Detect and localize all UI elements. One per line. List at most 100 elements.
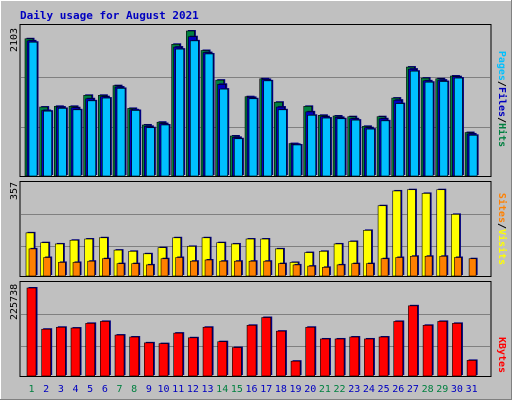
bar-sites-day-27 — [410, 255, 418, 277]
legend-kbytes-group: KBytes — [496, 337, 507, 373]
x-tick-label-day-17: 17 — [260, 384, 272, 395]
bar-sites-day-4 — [72, 262, 81, 277]
bar-kbytes-day-6 — [100, 321, 110, 377]
x-tick-label-day-25: 25 — [378, 384, 390, 395]
bar-pages-day-17 — [263, 80, 273, 177]
x-tick-label-day-8: 8 — [131, 384, 137, 395]
legend-separator: / — [496, 223, 507, 229]
x-tick-label-day-13: 13 — [202, 384, 214, 395]
bar-pages-day-9 — [146, 127, 155, 177]
bar-pages-day-29 — [439, 81, 449, 177]
bar-pages-day-31 — [468, 135, 478, 177]
kbytes-axis-max-label: 225738 — [9, 284, 20, 320]
x-tick-label-day-29: 29 — [436, 384, 448, 395]
bar-sites-day-10 — [160, 258, 169, 277]
bar-kbytes-day-10 — [158, 343, 169, 377]
bar-sites-day-24 — [366, 263, 374, 277]
bar-kbytes-day-26 — [393, 321, 404, 377]
x-tick-label-day-27: 27 — [407, 384, 419, 395]
x-tick-label-day-24: 24 — [363, 384, 375, 395]
bar-sites-day-19 — [292, 264, 301, 277]
bar-pages-day-23 — [351, 119, 361, 177]
bar-kbytes-day-24 — [364, 338, 374, 377]
bar-sites-day-18 — [278, 263, 286, 277]
x-tick-label-day-3: 3 — [58, 384, 64, 395]
bar-kbytes-day-31 — [466, 360, 477, 377]
x-tick-label-day-28: 28 — [422, 384, 434, 395]
bar-pages-day-27 — [410, 70, 419, 177]
bar-sites-day-28 — [424, 255, 433, 277]
chart-title: Daily usage for August 2021 — [20, 9, 199, 22]
bar-pages-day-24 — [366, 128, 375, 177]
bar-pages-day-12 — [190, 40, 199, 177]
bar-pages-day-19 — [292, 144, 302, 177]
bar-sites-day-1 — [28, 248, 37, 277]
bar-sites-day-9 — [146, 264, 154, 277]
x-tick-label-day-9: 9 — [146, 384, 152, 395]
legend-hits-files-pages: Pages/Files/Hits — [496, 51, 508, 147]
bar-sites-day-11 — [175, 257, 183, 277]
bar-sites-day-5 — [87, 260, 95, 277]
bar-kbytes-day-7 — [114, 334, 125, 377]
bar-kbytes-day-28 — [422, 325, 433, 377]
legend-visits-sites: Sites/Visits — [496, 193, 508, 265]
bar-kbytes-day-19 — [290, 360, 301, 377]
bar-sites-day-26 — [395, 257, 404, 277]
bar-kbytes-day-14 — [217, 341, 228, 377]
bar-sites-day-21 — [322, 267, 330, 277]
x-tick-label-day-10: 10 — [158, 384, 170, 395]
bar-sites-day-20 — [307, 265, 316, 277]
bar-pages-day-22 — [336, 118, 346, 177]
x-tick-label-day-15: 15 — [231, 384, 243, 395]
x-tick-label-day-30: 30 — [451, 384, 463, 395]
x-tick-label-day-20: 20 — [304, 384, 316, 395]
bar-kbytes-day-8 — [129, 336, 139, 377]
x-tick-label-day-1: 1 — [28, 384, 34, 395]
bar-kbytes-day-22 — [334, 338, 345, 377]
bar-pages-day-13 — [204, 53, 214, 177]
bar-pages-day-20 — [307, 115, 317, 177]
legend-separator: / — [496, 117, 507, 123]
legend-hits: Hits — [496, 123, 508, 147]
legend-sites: Sites — [496, 193, 508, 223]
bar-pages-day-28 — [424, 81, 434, 177]
bar-kbytes-day-29 — [437, 321, 448, 377]
bar-sites-day-12 — [190, 260, 198, 277]
bar-pages-day-18 — [278, 109, 287, 177]
bar-sites-day-3 — [58, 262, 66, 277]
legend-separator: / — [496, 81, 507, 87]
bar-pages-day-3 — [58, 108, 67, 177]
x-tick-label-day-4: 4 — [72, 384, 78, 395]
x-tick-label-day-12: 12 — [187, 384, 199, 395]
bar-sites-day-2 — [43, 257, 51, 277]
bar-kbytes-day-16 — [246, 325, 257, 377]
bar-sites-day-30 — [454, 257, 462, 277]
legend-pages: Pages — [496, 51, 507, 81]
bar-sites-day-23 — [351, 263, 360, 277]
bar-kbytes-day-23 — [349, 336, 360, 377]
bar-pages-day-26 — [395, 103, 405, 177]
bar-pages-day-2 — [43, 110, 52, 177]
x-tick-label-day-31: 31 — [466, 384, 478, 395]
bar-kbytes-day-1 — [26, 287, 37, 377]
x-tick-label-day-11: 11 — [172, 384, 184, 395]
x-tick-label-day-23: 23 — [348, 384, 360, 395]
bar-kbytes-day-30 — [452, 323, 462, 377]
bar-pages-day-6 — [102, 97, 111, 177]
bar-kbytes-day-20 — [305, 326, 316, 377]
bar-pages-day-25 — [380, 120, 390, 177]
visits-axis-max-label: 357 — [9, 182, 20, 200]
bar-pages-day-8 — [131, 110, 140, 177]
bar-pages-day-11 — [175, 48, 184, 177]
x-tick-label-day-16: 16 — [246, 384, 258, 395]
bar-pages-day-15 — [234, 138, 243, 177]
x-tick-label-day-7: 7 — [117, 384, 123, 395]
bar-sites-day-6 — [102, 258, 110, 277]
bar-kbytes-day-15 — [232, 347, 242, 377]
x-tick-label-day-19: 19 — [290, 384, 302, 395]
bar-kbytes-day-21 — [320, 338, 330, 377]
bar-sites-day-13 — [204, 259, 213, 277]
bar-kbytes-day-12 — [188, 337, 198, 377]
bar-kbytes-day-25 — [378, 336, 389, 377]
